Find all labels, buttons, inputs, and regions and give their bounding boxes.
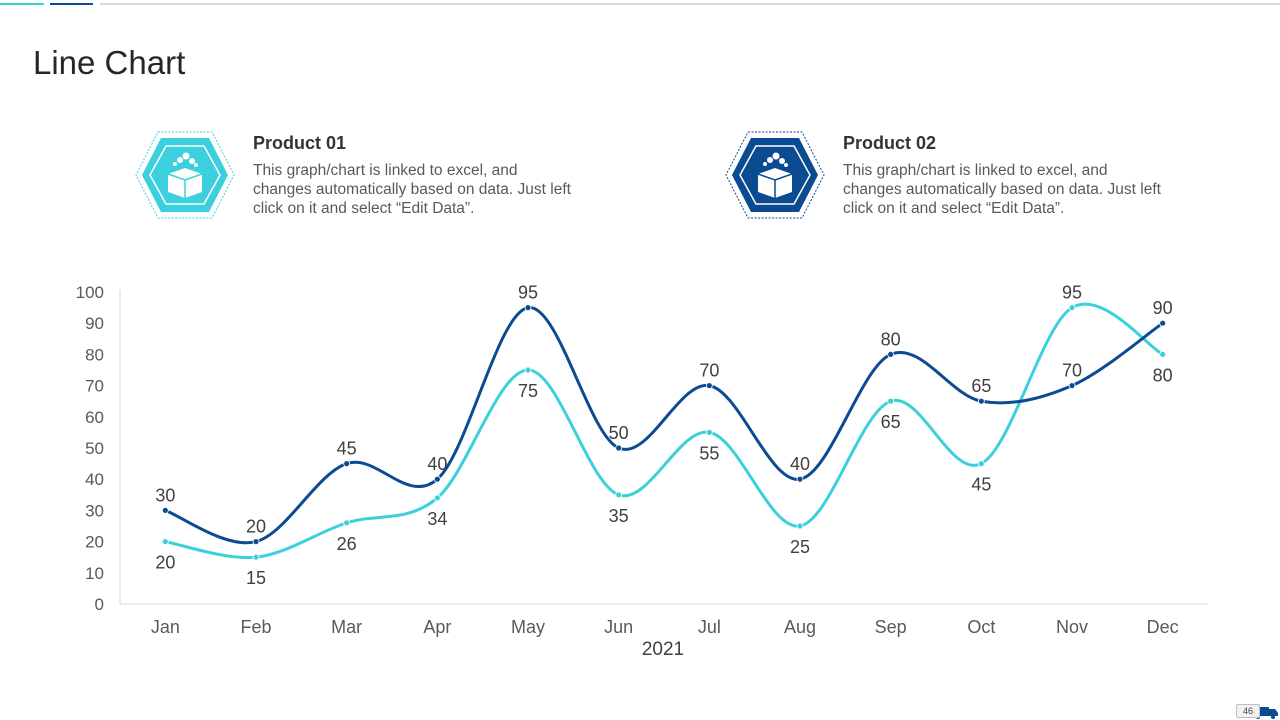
data-point	[705, 428, 713, 436]
data-label: 70	[1062, 361, 1082, 381]
x-axis-title: 2021	[642, 639, 684, 660]
data-point	[615, 491, 623, 499]
product-description-1: This graph/chart is linked to excel, and…	[253, 162, 571, 217]
y-tick-label: 90	[85, 314, 104, 333]
data-label: 95	[1062, 283, 1082, 303]
x-tick-label: Oct	[967, 617, 995, 637]
data-point	[1159, 319, 1167, 327]
series-line-2	[163, 306, 1165, 545]
x-tick-label: Jun	[604, 617, 633, 637]
x-tick-label: Dec	[1147, 617, 1179, 637]
x-tick-label: Apr	[423, 617, 451, 637]
y-tick-label: 50	[85, 439, 104, 458]
x-tick-label: Jan	[151, 617, 180, 637]
accent-bar-light	[0, 3, 44, 5]
accent-bar-gray	[100, 3, 1280, 5]
x-tick-label: Sep	[875, 617, 907, 637]
data-label: 45	[337, 439, 357, 459]
y-tick-label: 0	[95, 595, 104, 614]
y-tick-label: 30	[85, 501, 104, 520]
data-label: 80	[1153, 365, 1173, 385]
data-label: 50	[609, 423, 629, 443]
y-tick-label: 10	[85, 564, 104, 583]
y-tick-label: 20	[85, 533, 104, 552]
box-icon	[167, 152, 203, 198]
page-number: 46	[1236, 704, 1260, 718]
data-point	[161, 506, 169, 514]
line-chart: 0 10 20 30 40 50 60 70 80 90 100 Jan Feb Mar Apr May Jun…	[76, 283, 1208, 660]
series-line-1	[163, 302, 1165, 560]
y-tick-label: 100	[76, 283, 104, 302]
data-point	[705, 382, 713, 389]
data-point	[252, 553, 260, 561]
data-point	[524, 366, 532, 374]
data-point	[433, 475, 441, 483]
y-tick-label: 40	[85, 470, 104, 489]
product-description-2: This graph/chart is linked to excel, and…	[843, 162, 1161, 217]
data-label: 15	[246, 568, 266, 588]
box-icon	[757, 152, 793, 198]
data-label: 95	[518, 283, 538, 303]
x-tick-label: Jul	[698, 617, 721, 637]
data-label: 45	[971, 475, 991, 495]
data-point	[343, 519, 351, 527]
data-point	[252, 538, 260, 546]
data-point	[433, 494, 441, 502]
product-title-2: Product 02	[843, 133, 937, 153]
truck-icon	[1253, 707, 1278, 719]
data-point	[796, 475, 804, 483]
x-tick-label: Feb	[240, 617, 271, 637]
product-card-2: Product 02 This graph/chart is linked to…	[720, 128, 1180, 228]
data-point	[615, 444, 623, 452]
accent-bar-dark	[50, 3, 93, 5]
page-title: Line Chart	[33, 44, 186, 82]
data-label: 65	[971, 376, 991, 396]
data-label: 90	[1153, 298, 1173, 318]
data-point	[977, 397, 985, 405]
data-label: 34	[427, 509, 447, 529]
data-point	[977, 460, 985, 468]
data-point	[161, 538, 169, 546]
x-tick-label: May	[511, 617, 545, 637]
x-tick-label: Nov	[1056, 617, 1088, 637]
product-card-1: Product 01 This graph/chart is linked to…	[130, 128, 590, 228]
data-label: 35	[609, 506, 629, 526]
x-tick-label: Mar	[331, 617, 362, 637]
data-label: 25	[790, 537, 810, 557]
data-point	[1068, 304, 1076, 311]
y-tick-label: 70	[85, 377, 104, 396]
data-label: 30	[155, 485, 175, 505]
data-label: 75	[518, 381, 538, 401]
data-point	[343, 460, 351, 468]
data-label: 70	[699, 361, 719, 381]
data-point	[887, 397, 895, 405]
hexagon-badge-1	[135, 131, 235, 219]
data-label: 26	[337, 534, 357, 554]
x-tick-label: Aug	[784, 617, 816, 637]
data-label: 40	[427, 454, 447, 474]
data-point	[1159, 351, 1167, 358]
data-label: 80	[881, 329, 901, 349]
data-point	[796, 522, 804, 530]
product-title-1: Product 01	[253, 133, 347, 153]
hexagon-badge-2	[725, 131, 825, 219]
data-point	[1068, 382, 1076, 389]
data-label: 20	[246, 517, 266, 537]
data-label: 55	[699, 443, 719, 463]
data-label: 20	[155, 553, 175, 573]
data-point	[524, 304, 532, 311]
y-tick-label: 80	[85, 345, 104, 364]
data-label: 40	[790, 454, 810, 474]
data-label: 65	[881, 412, 901, 432]
data-point	[887, 351, 895, 358]
y-tick-label: 60	[85, 408, 104, 427]
